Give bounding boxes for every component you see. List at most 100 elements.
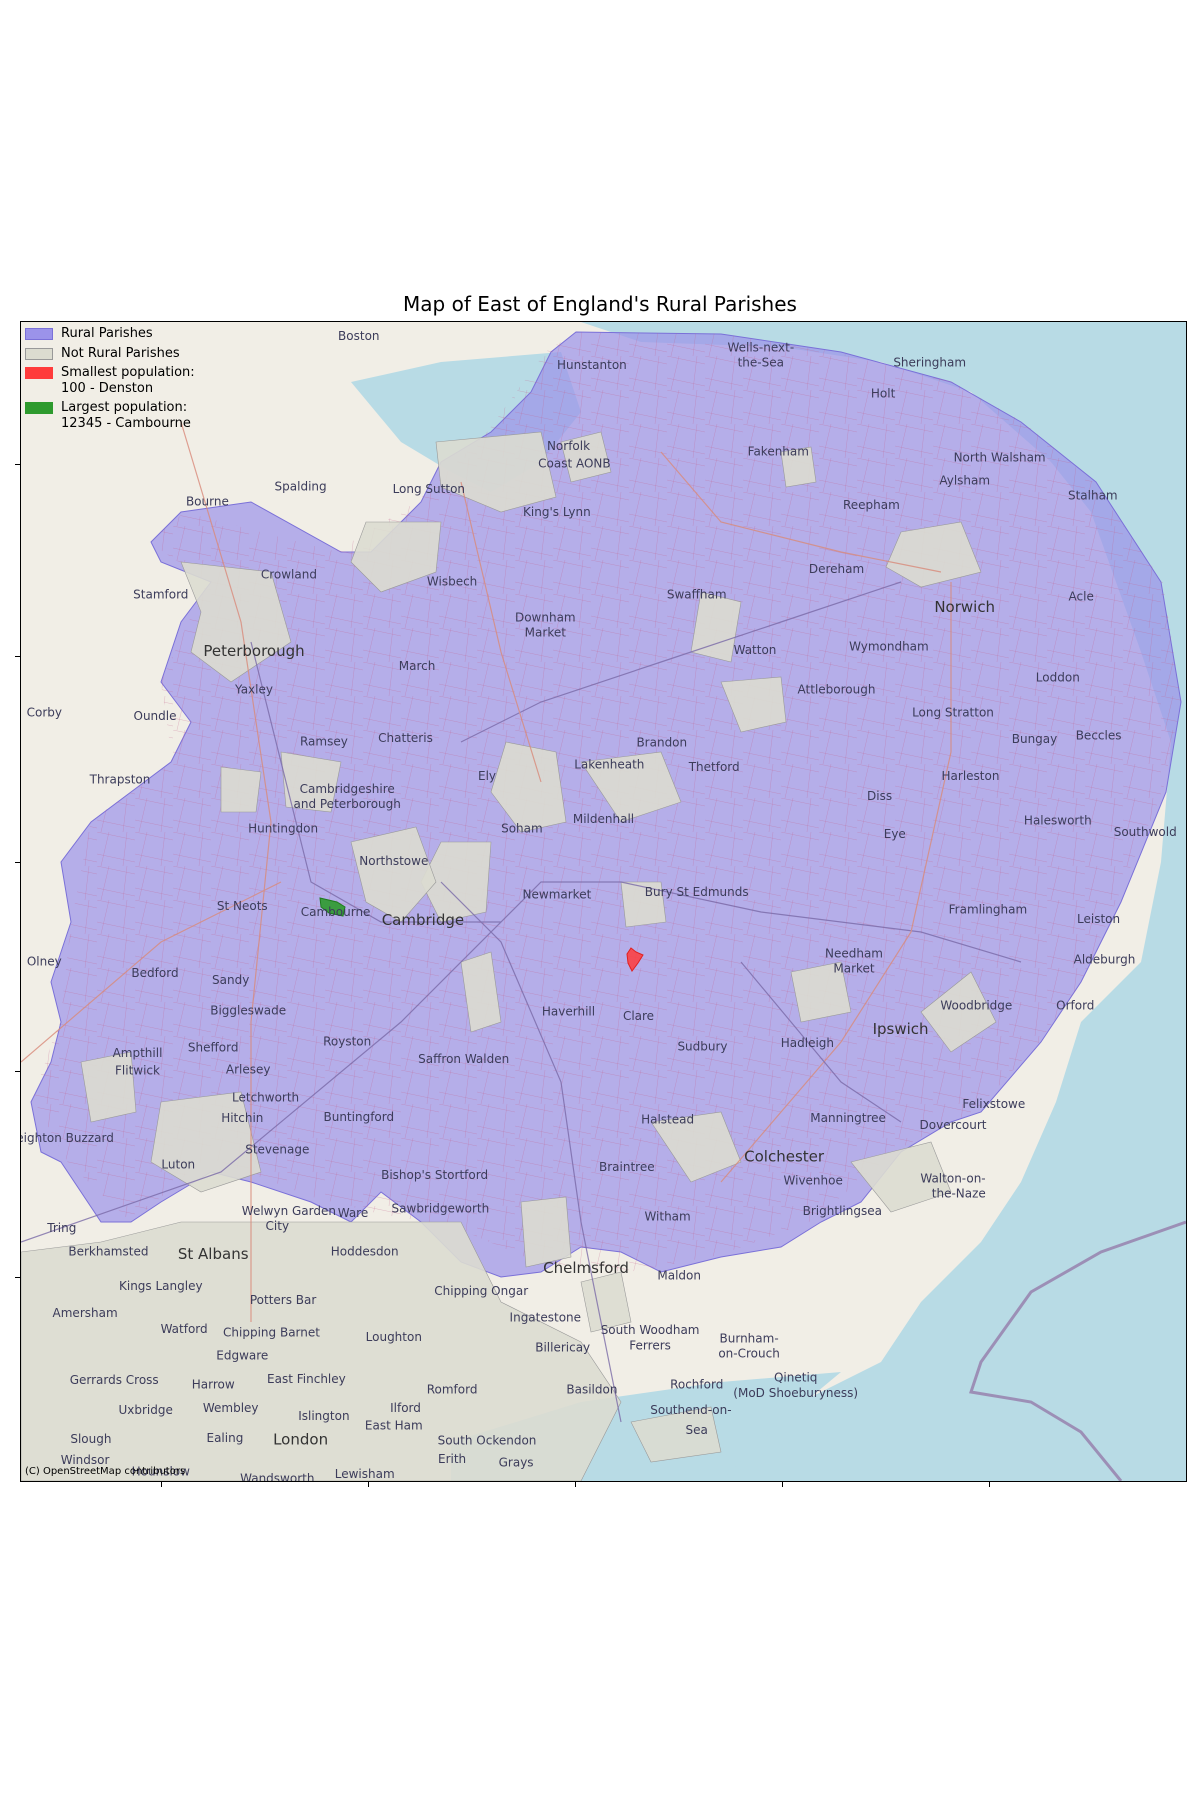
place-label: Soham — [501, 821, 543, 835]
y-axis-tick — [15, 1277, 20, 1278]
place-label: East Ham — [365, 1418, 423, 1432]
place-label: Bedford — [131, 966, 178, 980]
y-axis-tick — [15, 1071, 20, 1072]
place-label: Framlingham — [949, 903, 1028, 917]
legend-label: Largest population: 12345 - Cambourne — [61, 400, 191, 431]
map-axes[interactable]: Boston Hunstanton Wells-next-the-Sea Sherin… — [20, 321, 1187, 1482]
place-label: Ingatestone — [510, 1311, 582, 1325]
place-label: Thetford — [688, 760, 740, 774]
x-axis-tick — [782, 1482, 783, 1487]
x-axis-tick — [368, 1482, 369, 1487]
place-label: Felixstowe — [962, 1097, 1025, 1111]
place-label: Braintree — [599, 1160, 655, 1174]
place-label: St Albans — [178, 1245, 249, 1263]
place-label: Luton — [161, 1158, 195, 1172]
place-label: Welwyn Garden — [242, 1204, 336, 1218]
place-label: Stevenage — [245, 1142, 309, 1156]
place-label: Downham — [515, 610, 576, 624]
place-label: Eye — [884, 827, 906, 841]
place-label: Stalham — [1068, 489, 1118, 503]
place-label: Harleston — [942, 769, 1000, 783]
place-label: Tring — [46, 1221, 76, 1235]
x-axis-tick — [575, 1482, 576, 1487]
place-label: Ipswich — [873, 1020, 929, 1038]
place-label: Wembley — [203, 1401, 259, 1415]
place-label: Brightlingsea — [803, 1204, 882, 1218]
place-label: Halstead — [641, 1112, 694, 1126]
legend-label: Rural Parishes — [61, 326, 153, 341]
legend-swatch-rural — [25, 328, 53, 340]
largest-population-parish[interactable] — [319, 897, 346, 917]
place-label: Sheringham — [893, 356, 966, 370]
place-label: Reepham — [843, 498, 900, 512]
place-label: Loughton — [366, 1330, 422, 1344]
place-label: Lakenheath — [574, 758, 644, 772]
place-label: Needham — [825, 947, 883, 961]
place-label: Rochford — [670, 1378, 723, 1392]
place-label: Beccles — [1076, 729, 1122, 743]
place-label: Ware — [338, 1206, 369, 1220]
place-label: Witham — [644, 1210, 690, 1224]
place-label: Market — [525, 626, 567, 640]
place-label: on-Crouch — [718, 1346, 779, 1360]
place-label: Chelmsford — [543, 1259, 629, 1277]
place-label: Acle — [1069, 590, 1094, 604]
place-label: Gerrards Cross — [70, 1373, 159, 1387]
place-label: North Walsham — [954, 451, 1046, 465]
place-label: Harrow — [192, 1378, 235, 1392]
place-label: Wandsworth — [240, 1472, 314, 1481]
place-label: Southwold — [1114, 825, 1177, 839]
place-labels: Boston Hunstanton Wells-next-the-Sea Sherin… — [21, 329, 1177, 1481]
place-label: South Woodham — [601, 1323, 700, 1337]
place-label: Windsor — [61, 1453, 110, 1467]
legend: Rural Parishes Not Rural Parishes Smalle… — [25, 326, 195, 436]
map-canvas[interactable]: Boston Hunstanton Wells-next-the-Sea Sherin… — [21, 322, 1186, 1481]
place-label: London — [273, 1430, 328, 1448]
place-label: Cambridgeshire — [300, 782, 395, 796]
place-label: Arlesey — [226, 1062, 271, 1076]
place-label: Chipping Ongar — [434, 1284, 528, 1298]
place-label: Peterborough — [203, 642, 304, 660]
offshore-boundary — [969, 1220, 1186, 1481]
place-label: Mildenhall — [573, 812, 634, 826]
place-label: Chatteris — [378, 731, 433, 745]
smallest-population-parish[interactable] — [626, 947, 644, 972]
place-label: the-Naze — [932, 1187, 986, 1201]
place-label: Newmarket — [523, 887, 592, 901]
place-label: Wisbech — [427, 575, 477, 589]
legend-label: Not Rural Parishes — [61, 345, 180, 361]
place-label: Corby — [27, 706, 62, 720]
place-label: Basildon — [566, 1382, 617, 1396]
place-label: Norwich — [934, 598, 995, 616]
x-axis-tick — [161, 1482, 162, 1487]
place-label: March — [399, 659, 436, 673]
y-axis-tick — [15, 656, 20, 657]
place-label: Billericay — [535, 1341, 590, 1355]
place-label: Spalding — [275, 480, 327, 494]
place-label: Oundle — [134, 709, 177, 723]
place-label: Stamford — [133, 587, 188, 601]
y-axis-tick — [15, 464, 20, 465]
place-label: Ealing — [206, 1431, 243, 1445]
place-label: Leighton Buzzard — [21, 1131, 114, 1145]
place-label: Letchworth — [232, 1090, 299, 1104]
place-label: Edgware — [216, 1349, 268, 1363]
place-label: Ilford — [390, 1401, 421, 1415]
sea-area — [581, 322, 1186, 1481]
place-label: Bungay — [1012, 732, 1058, 746]
place-label: Olney — [27, 955, 62, 969]
place-label: Biggleswade — [210, 1003, 286, 1017]
place-label: Northstowe — [359, 854, 428, 868]
map-title: Map of East of England's Rural Parishes — [403, 292, 797, 316]
legend-item-smallest: Smallest population: 100 - Denston — [25, 365, 195, 396]
legend-item-largest: Largest population: 12345 - Cambourne — [25, 400, 195, 431]
place-label: Ferrers — [629, 1338, 671, 1352]
road-network — [21, 421, 1022, 1423]
place-label: Flitwick — [115, 1064, 160, 1078]
place-label: Sawbridgeworth — [392, 1202, 490, 1216]
y-axis-tick — [15, 862, 20, 863]
place-label: Diss — [867, 789, 892, 803]
place-label: Hounslow — [132, 1465, 191, 1479]
place-label: Potters Bar — [250, 1293, 317, 1307]
legend-item-not-rural: Not Rural Parishes — [25, 346, 195, 362]
